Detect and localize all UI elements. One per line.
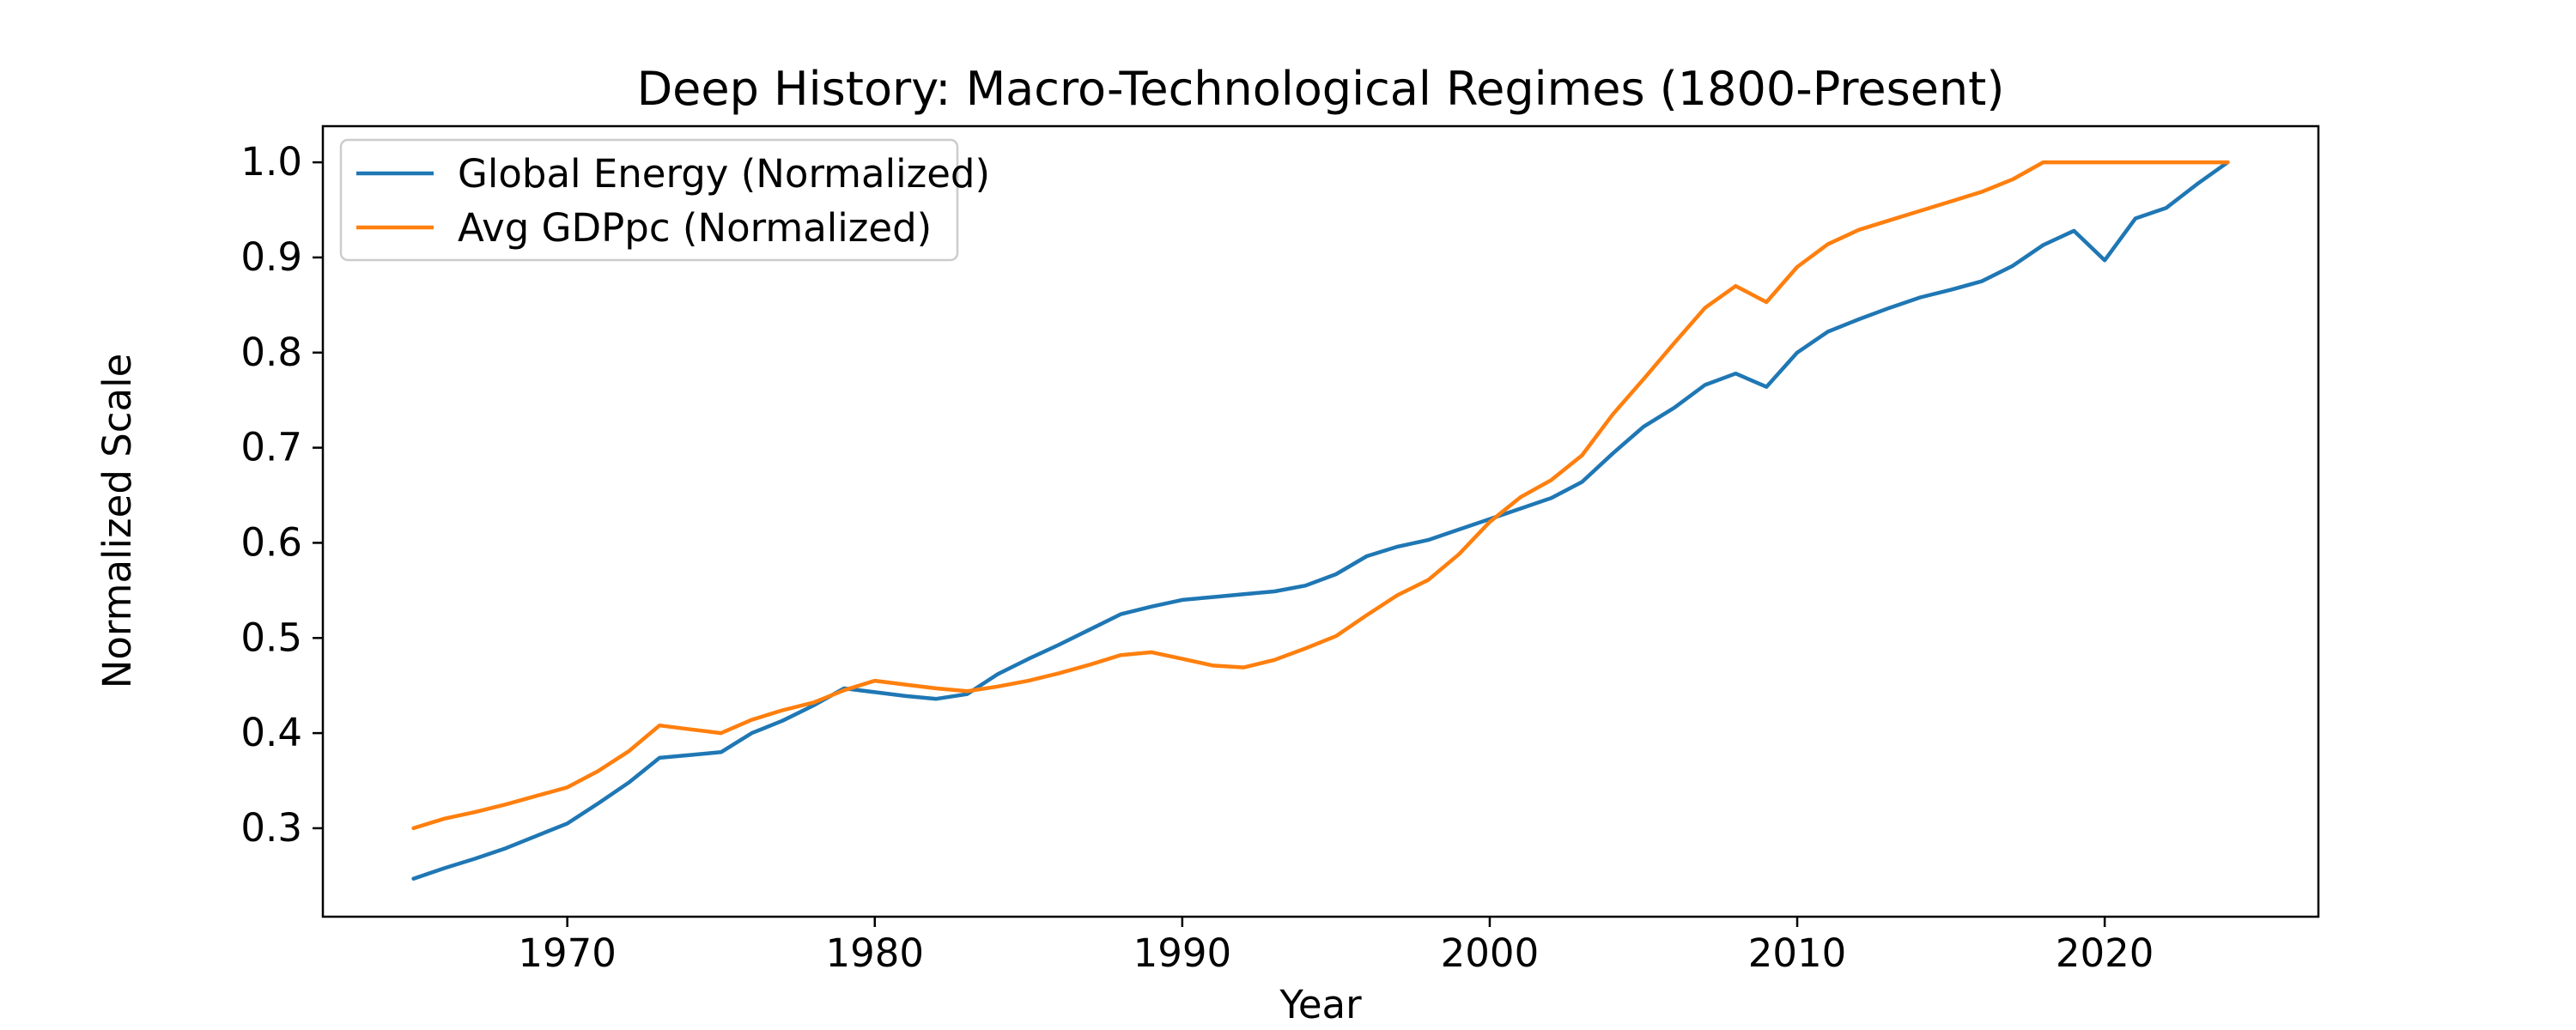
axes-spines [321, 124, 2320, 918]
chart-title: Deep History: Macro-Technological Regime… [637, 62, 2005, 116]
y-tick-label: 0.3 [240, 805, 302, 851]
y-tick-label: 0.7 [240, 425, 302, 470]
y-axis-label: Normalized Scale [94, 354, 140, 689]
series-line-0 [411, 160, 2230, 881]
x-tick-label: 2010 [1748, 930, 1847, 976]
y-tick-label: 0.5 [240, 615, 302, 660]
y-tick-label: 0.8 [240, 330, 302, 375]
y-tick-label: 0.9 [240, 234, 302, 280]
x-tick-label: 1970 [518, 930, 617, 976]
series-line-1 [411, 160, 2230, 831]
y-tick-label: 0.6 [240, 519, 302, 565]
legend-label-0: Global Energy (Normalized) [458, 151, 990, 197]
x-axis-label: Year [1279, 982, 1362, 1027]
x-tick-label: 2020 [2056, 930, 2154, 976]
x-tick-label: 1980 [826, 930, 925, 976]
x-tick-label: 1990 [1133, 930, 1232, 976]
y-tick-label: 1.0 [240, 139, 302, 185]
legend-label-1: Avg GDPpc (Normalized) [458, 205, 932, 251]
legend-box [339, 138, 959, 262]
plot-area: 1970 1980 1990 2000 2010 2020 0.3 0.4 0.5 0.6 0.7 0… [240, 124, 2320, 976]
legend: Global Energy (Normalized) Avg GDPpc (Nor… [339, 138, 990, 262]
y-tick-label: 0.4 [240, 710, 302, 755]
x-tick-label: 2000 [1441, 930, 1540, 976]
